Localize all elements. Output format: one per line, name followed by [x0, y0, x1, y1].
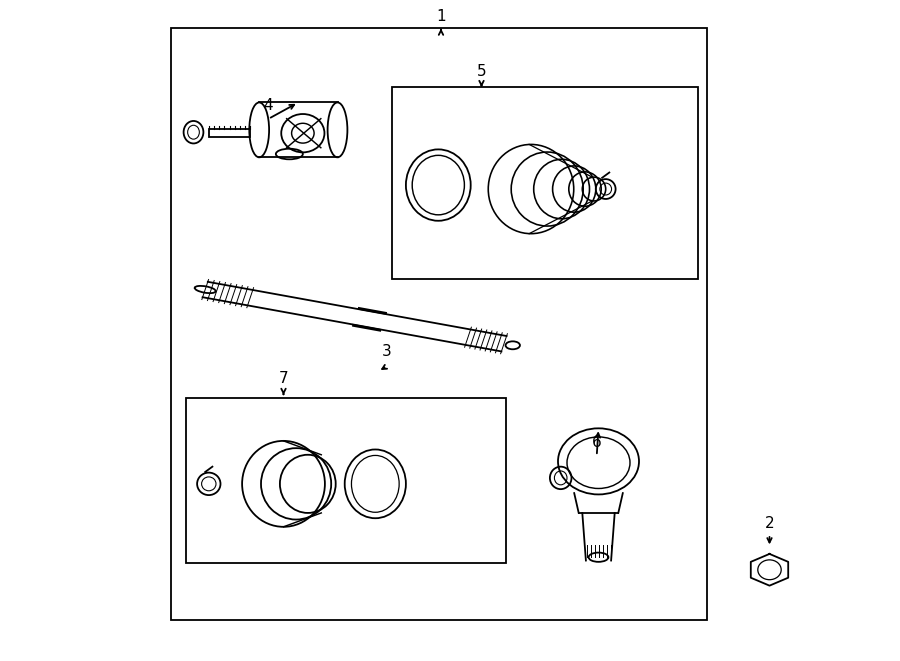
- Text: 3: 3: [382, 344, 392, 359]
- Text: 2: 2: [765, 516, 774, 531]
- Text: 4: 4: [264, 98, 273, 113]
- Bar: [186, 398, 506, 563]
- Bar: [171, 28, 706, 620]
- Text: 1: 1: [436, 9, 446, 24]
- Bar: [392, 87, 698, 279]
- Text: 7: 7: [279, 371, 288, 385]
- Text: 5: 5: [477, 64, 486, 79]
- Text: 6: 6: [592, 436, 601, 450]
